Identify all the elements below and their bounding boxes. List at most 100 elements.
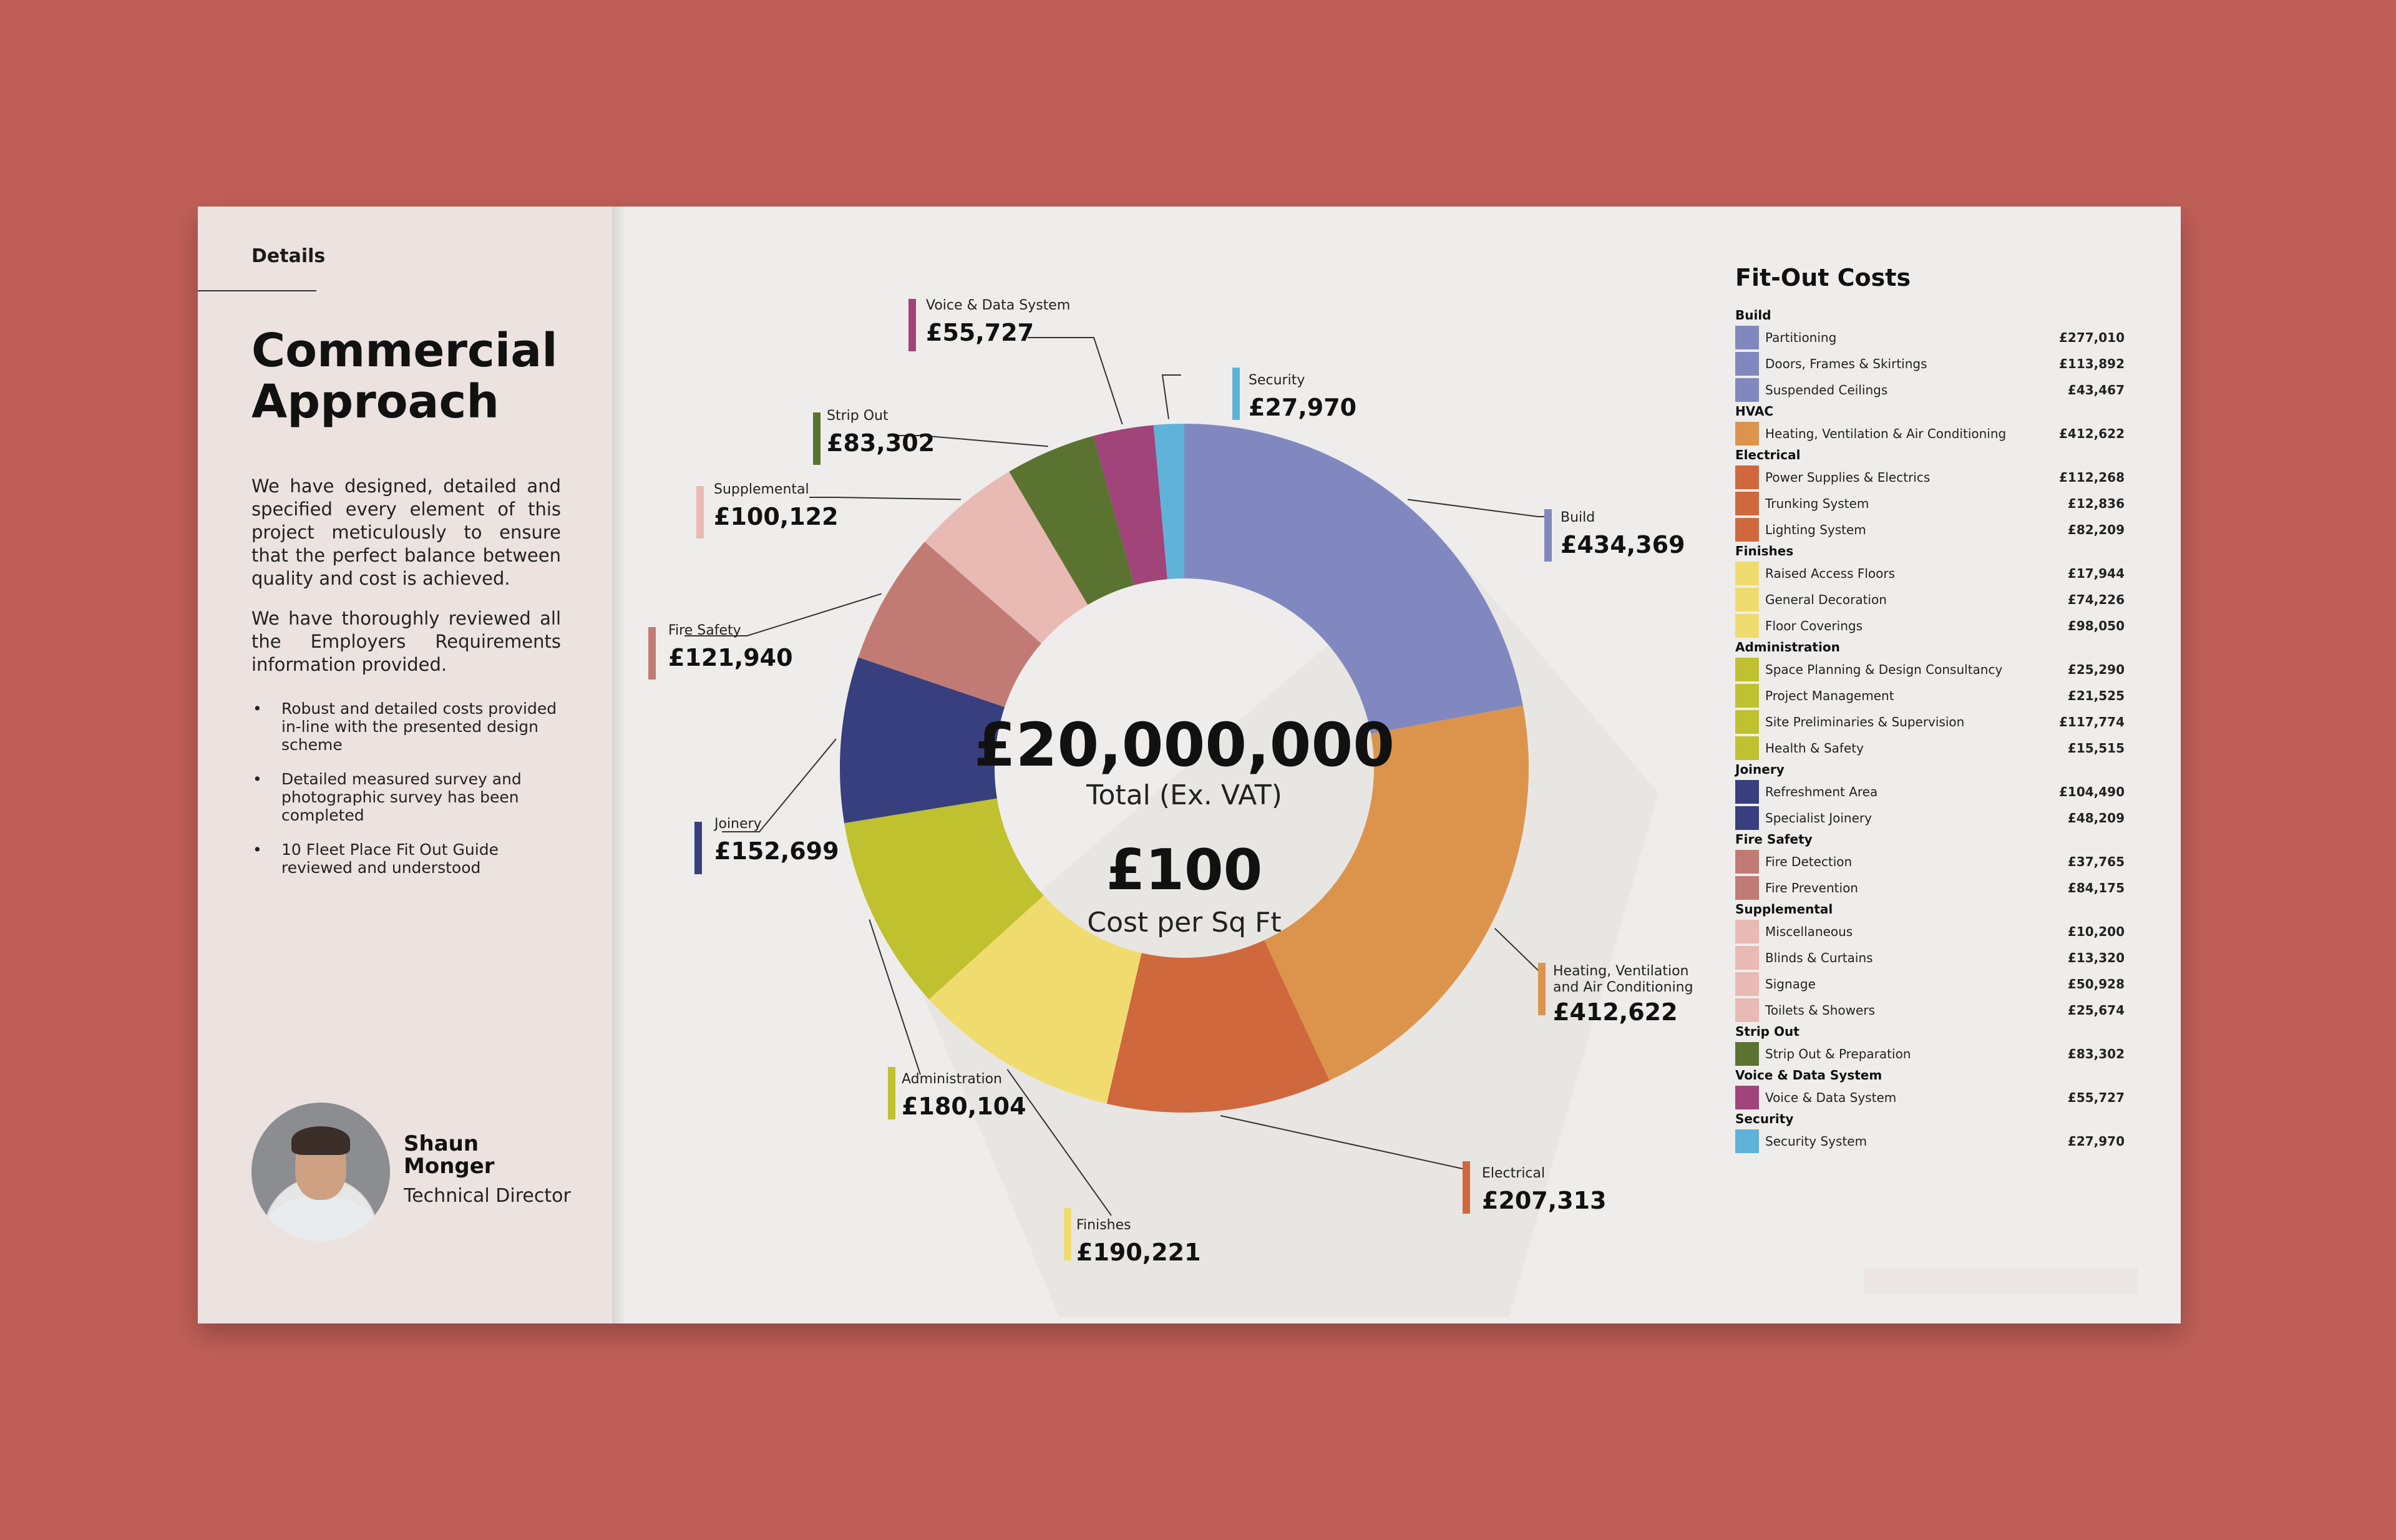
legend-row: Site Preliminaries & Supervision £117,774 (1735, 708, 2125, 734)
legend-item-label: Specialist Joinery (1765, 811, 1872, 826)
page-title: Commercial Approach (251, 324, 558, 429)
legend-item-value: £37,765 (2067, 854, 2125, 869)
legend-row: Signage £50,928 (1735, 970, 2125, 997)
legend-item-value: £43,467 (2067, 383, 2125, 397)
legend-category: Fire Safety (1735, 832, 1813, 847)
slice-value-label: £207,313 (1482, 1187, 1607, 1214)
legend-swatch (1735, 998, 1759, 1022)
legend-swatch (1735, 518, 1759, 542)
legend-item-value: £74,226 (2067, 592, 2125, 607)
legend-swatch (1735, 378, 1759, 402)
leader-line (1006, 1069, 1112, 1216)
legend-swatch (1735, 850, 1759, 874)
legend-row: Specialist Joinery £48,209 (1735, 804, 2125, 831)
legend-swatch (1735, 326, 1759, 349)
leader-line (684, 593, 882, 636)
leader-line (1028, 337, 1123, 425)
legend-row: Refreshment Area £104,490 (1735, 778, 2125, 804)
callout-color-bar (1463, 1161, 1470, 1214)
legend-item-value: £10,200 (2067, 924, 2125, 939)
legend-row: Fire Prevention £84,175 (1735, 874, 2125, 900)
legend-item-label: Project Management (1765, 688, 1894, 703)
slice-value-label: £180,104 (902, 1093, 1026, 1120)
legend-category: HVAC (1735, 404, 1774, 419)
callout-color-bar (813, 412, 821, 465)
legend-item-value: £113,892 (2058, 356, 2125, 371)
slice-label: Security (1249, 373, 1305, 388)
legend-row: Raised Access Floors £17,944 (1735, 560, 2125, 586)
legend-item-value: £50,928 (2067, 977, 2125, 992)
legend-swatch (1735, 352, 1759, 376)
slice-label: Build (1561, 510, 1595, 525)
slice-label: Strip Out (827, 408, 889, 424)
legend-swatch (1735, 736, 1759, 760)
slice-value-label: £412,622 (1553, 998, 1678, 1026)
legend-item-value: £84,175 (2067, 880, 2125, 895)
fit-out-card: Details Commercial Approach We have desi… (198, 207, 2181, 1323)
slice-value-label: £121,940 (668, 644, 793, 671)
legend-swatch (1735, 972, 1759, 996)
legend-row: Power Supplies & Electrics £112,268 (1735, 464, 2125, 490)
legend-row: General Decoration £74,226 (1735, 586, 2125, 612)
legend-category: Joinery (1735, 762, 1785, 777)
intro-paragraph: We have designed, detailed and specified… (251, 475, 561, 589)
callout-color-bar (888, 1067, 895, 1119)
leader-line (1408, 499, 1544, 517)
leader-line (897, 435, 1048, 447)
legend-category: Security (1735, 1111, 1794, 1126)
legend-item-value: £15,515 (2067, 741, 2125, 756)
donut-slice (928, 895, 1142, 1104)
legend-item-label: Fire Prevention (1765, 880, 1858, 895)
legend-item-value: £98,050 (2067, 618, 2125, 633)
legend-item-value: £104,490 (2058, 784, 2125, 799)
slice-value-label: £100,122 (714, 503, 839, 530)
legend-row: Heating, Ventilation & Air Conditioning £… (1735, 420, 2125, 446)
bullet-list: Robust and detailed costs provided in-li… (251, 699, 561, 893)
callout-color-bar (696, 486, 704, 539)
legend-swatch (1735, 422, 1759, 446)
legend-item-value: £117,774 (2058, 714, 2125, 729)
donut-slice (1009, 436, 1134, 605)
legend-swatch (1735, 1129, 1759, 1153)
legend-item-value: £27,970 (2067, 1134, 2125, 1149)
callout-color-bar (1544, 509, 1552, 562)
legend-item-value: £412,622 (2058, 426, 2125, 441)
legend-category: Voice & Data System (1735, 1068, 1882, 1083)
slice-label: Administration (902, 1071, 1002, 1087)
legend-item-label: Security System (1765, 1134, 1868, 1149)
legend-row: Space Planning & Design Consultancy £25,2… (1735, 656, 2125, 682)
slice-value-label: £27,970 (1249, 394, 1356, 421)
legend-swatch (1735, 780, 1759, 804)
legend-item-value: £112,268 (2058, 470, 2125, 485)
legend-item-value: £48,209 (2067, 811, 2125, 826)
donut-slice (858, 542, 1041, 708)
legend-swatch (1735, 946, 1759, 970)
legend-row: Floor Coverings £98,050 (1735, 612, 2125, 638)
legend-item-value: £17,944 (2067, 566, 2125, 581)
leader-line (1161, 374, 1181, 419)
legend-item-label: Miscellaneous (1765, 924, 1853, 939)
legend-item-label: Trunking System (1765, 496, 1869, 511)
slice-value-label: £152,699 (714, 837, 839, 865)
legend-row: Project Management £21,525 (1735, 682, 2125, 708)
donut-slice (1264, 705, 1529, 1081)
legend-item-value: £83,302 (2067, 1046, 2125, 1061)
legend-item-value: £21,525 (2067, 688, 2125, 703)
legend-row: Health & Safety £15,515 (1735, 734, 2125, 761)
legend-item-label: Blinds & Curtains (1765, 950, 1873, 965)
slice-label: Finishes (1076, 1217, 1131, 1233)
legend-category: Supplemental (1735, 902, 1833, 917)
donut-slice (1106, 940, 1330, 1113)
slice-label: Fire Safety (668, 623, 741, 638)
legend-category: Strip Out (1735, 1024, 1799, 1039)
legend-row: Partitioning £277,010 (1735, 324, 2125, 350)
leader-line (1494, 928, 1539, 971)
legend-category: Build (1735, 308, 1771, 323)
legend-row: Fire Detection £37,765 (1735, 848, 2125, 874)
legend-item-label: General Decoration (1765, 592, 1887, 607)
legend-item-label: Doors, Frames & Skirtings (1765, 356, 1927, 371)
legend-swatch (1735, 876, 1759, 900)
legend-item-value: £55,727 (2067, 1090, 2125, 1105)
legend-swatch (1735, 588, 1759, 612)
slice-value-label: £434,369 (1561, 531, 1685, 558)
